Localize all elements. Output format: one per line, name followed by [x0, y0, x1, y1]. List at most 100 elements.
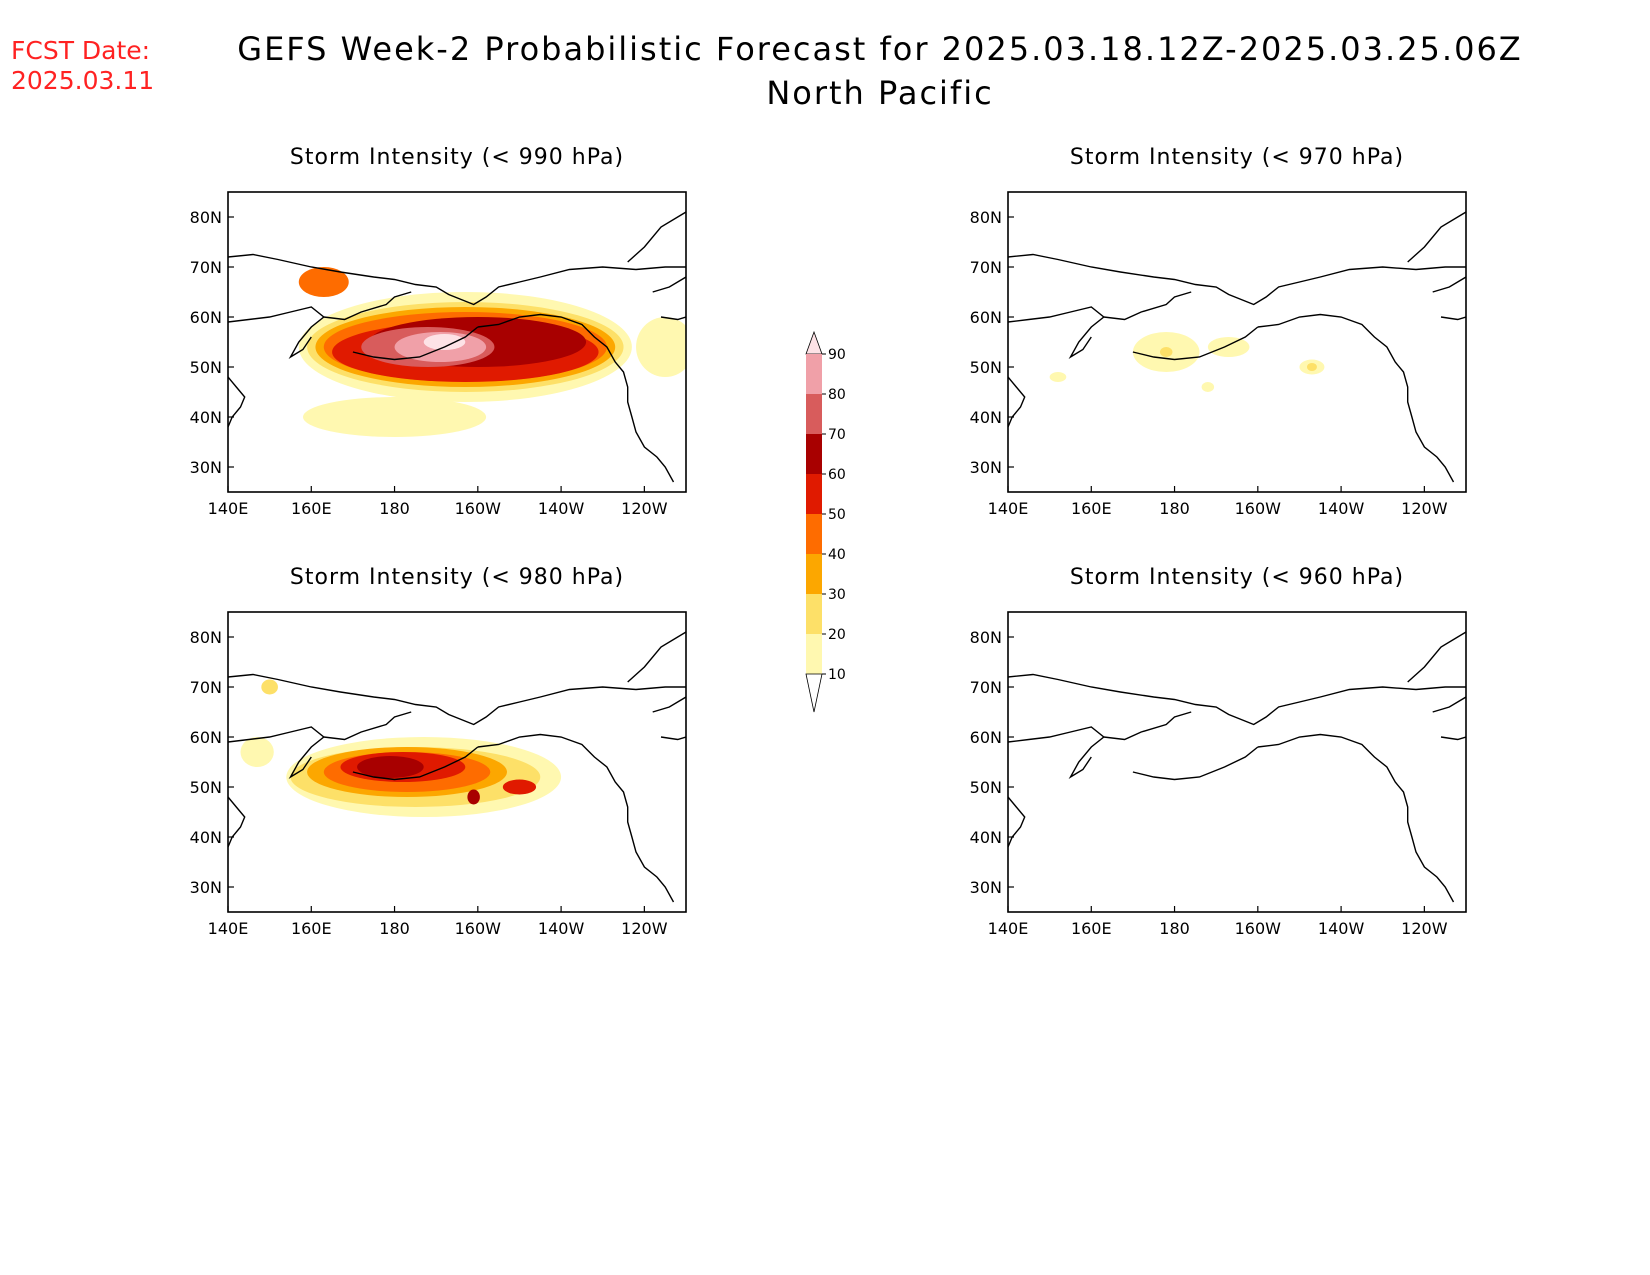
lat-tick-label: 80N	[190, 208, 222, 227]
lat-tick-label: 50N	[190, 778, 222, 797]
lat-tick-label: 50N	[190, 358, 222, 377]
coastline	[1132, 326, 1259, 361]
probability-area-90	[423, 334, 466, 350]
lon-tick-label: 160E	[291, 919, 332, 938]
colorbar-swatch-60	[806, 434, 822, 474]
coastline	[228, 253, 686, 306]
coastline	[627, 211, 686, 263]
map-frame	[1007, 191, 1467, 493]
probability-area-10	[1201, 382, 1215, 392]
map-panel-990: Storm Intensity (< 990 hPa) 140E 160E 180 16…	[190, 145, 687, 518]
panel-title: Storm Intensity (< 970 hPa)	[1070, 145, 1404, 170]
panel-title: Storm Intensity (< 990 hPa)	[290, 145, 624, 170]
lat-tick-label: 30N	[970, 458, 1002, 477]
forecast-date-value: 2025.03.11	[11, 66, 155, 95]
coastline	[1008, 306, 1105, 359]
lon-tick-label: 140E	[988, 499, 1029, 518]
lon-tick-label: 180	[379, 919, 410, 938]
lat-tick-label: 40N	[190, 828, 222, 847]
coastline	[228, 306, 325, 359]
lon-tick-label: 140E	[208, 499, 249, 518]
lon-tick-label: 120W	[1401, 919, 1448, 938]
lon-tick-label: 160W	[455, 919, 502, 938]
coastline	[323, 291, 412, 321]
coastline	[228, 796, 246, 848]
colorbar-cap-top	[805, 330, 823, 355]
probability-area-60	[467, 789, 480, 805]
lon-tick-label: 120W	[1401, 499, 1448, 518]
lon-tick-label: 140W	[1318, 499, 1365, 518]
main-title: GEFS Week-2 Probabilistic Forecast for 2…	[237, 30, 1523, 68]
colorbar-label: 60	[828, 467, 846, 483]
colorbar-swatch-20	[806, 594, 822, 634]
forecast-date-caption: FCST Date:	[11, 36, 151, 65]
colorbar-label: 50	[828, 507, 846, 523]
lat-tick-label: 60N	[190, 308, 222, 327]
coastline	[1132, 746, 1259, 781]
lat-tick-label: 60N	[970, 308, 1002, 327]
lat-tick-label: 50N	[970, 778, 1002, 797]
probability-area-20	[261, 679, 278, 695]
coastline	[652, 276, 686, 293]
coastline	[1103, 291, 1192, 321]
map-panel-960: Storm Intensity (< 960 hPa) 140E 160E 180 16…	[970, 565, 1467, 938]
lon-tick-label: 180	[379, 499, 410, 518]
coastline	[627, 631, 686, 683]
lat-tick-label: 50N	[970, 358, 1002, 377]
forecast-date-label: FCST Date: 2025.03.11	[11, 36, 154, 96]
lon-tick-label: 140W	[1318, 919, 1365, 938]
lon-tick-label: 180	[1159, 499, 1190, 518]
lon-tick-label: 180	[1159, 919, 1190, 938]
lon-tick-label: 160W	[1235, 919, 1282, 938]
colorbar-swatch-80	[806, 354, 822, 394]
probability-area-60	[357, 756, 424, 778]
colorbar-label: 70	[828, 427, 846, 443]
probability-area-10	[302, 397, 487, 437]
coastline	[1432, 696, 1466, 713]
lat-tick-label: 40N	[970, 828, 1002, 847]
coastline	[1008, 253, 1466, 306]
colorbar-label: 80	[828, 387, 846, 403]
coastline	[660, 316, 686, 321]
lon-tick-label: 160W	[455, 499, 502, 518]
lat-tick-label: 80N	[970, 208, 1002, 227]
coastline	[228, 726, 325, 779]
coastline	[1440, 316, 1466, 321]
lat-tick-label: 70N	[970, 678, 1002, 697]
map-frame	[227, 191, 687, 493]
lat-tick-label: 80N	[190, 628, 222, 647]
coastline	[1257, 313, 1455, 483]
coastline	[323, 711, 412, 741]
colorbar-swatch-40	[806, 514, 822, 554]
coastline	[1440, 736, 1466, 741]
coastline	[352, 326, 479, 361]
colorbar-label: 40	[828, 547, 846, 563]
coastline	[1008, 726, 1105, 779]
map-panel-970: Storm Intensity (< 970 hPa) 140E 160E 180 16…	[970, 145, 1467, 518]
lon-tick-label: 160W	[1235, 499, 1282, 518]
lat-tick-label: 70N	[190, 678, 222, 697]
coastline	[1432, 276, 1466, 293]
region-subtitle: North Pacific	[766, 74, 994, 112]
lon-tick-label: 120W	[621, 919, 668, 938]
coastline	[660, 736, 686, 741]
lon-tick-label: 160E	[291, 499, 332, 518]
map-frame	[227, 611, 687, 913]
lat-tick-label: 40N	[970, 408, 1002, 427]
probability-area-20	[1159, 347, 1173, 357]
lon-tick-label: 120W	[621, 499, 668, 518]
colorbar-swatch-50	[806, 474, 822, 514]
probability-area-10	[636, 317, 686, 377]
colorbar-swatch-70	[806, 394, 822, 434]
lon-tick-label: 140W	[538, 919, 585, 938]
colorbar-label: 20	[828, 627, 846, 643]
coastline	[1103, 711, 1192, 741]
coastline	[1407, 211, 1466, 263]
coastline	[228, 376, 246, 428]
panel-title: Storm Intensity (< 980 hPa)	[290, 565, 624, 590]
lat-tick-label: 70N	[970, 258, 1002, 277]
colorbar-label: 30	[828, 587, 846, 603]
lat-tick-label: 30N	[190, 878, 222, 897]
lon-tick-label: 140W	[538, 499, 585, 518]
map-frame	[1007, 611, 1467, 913]
